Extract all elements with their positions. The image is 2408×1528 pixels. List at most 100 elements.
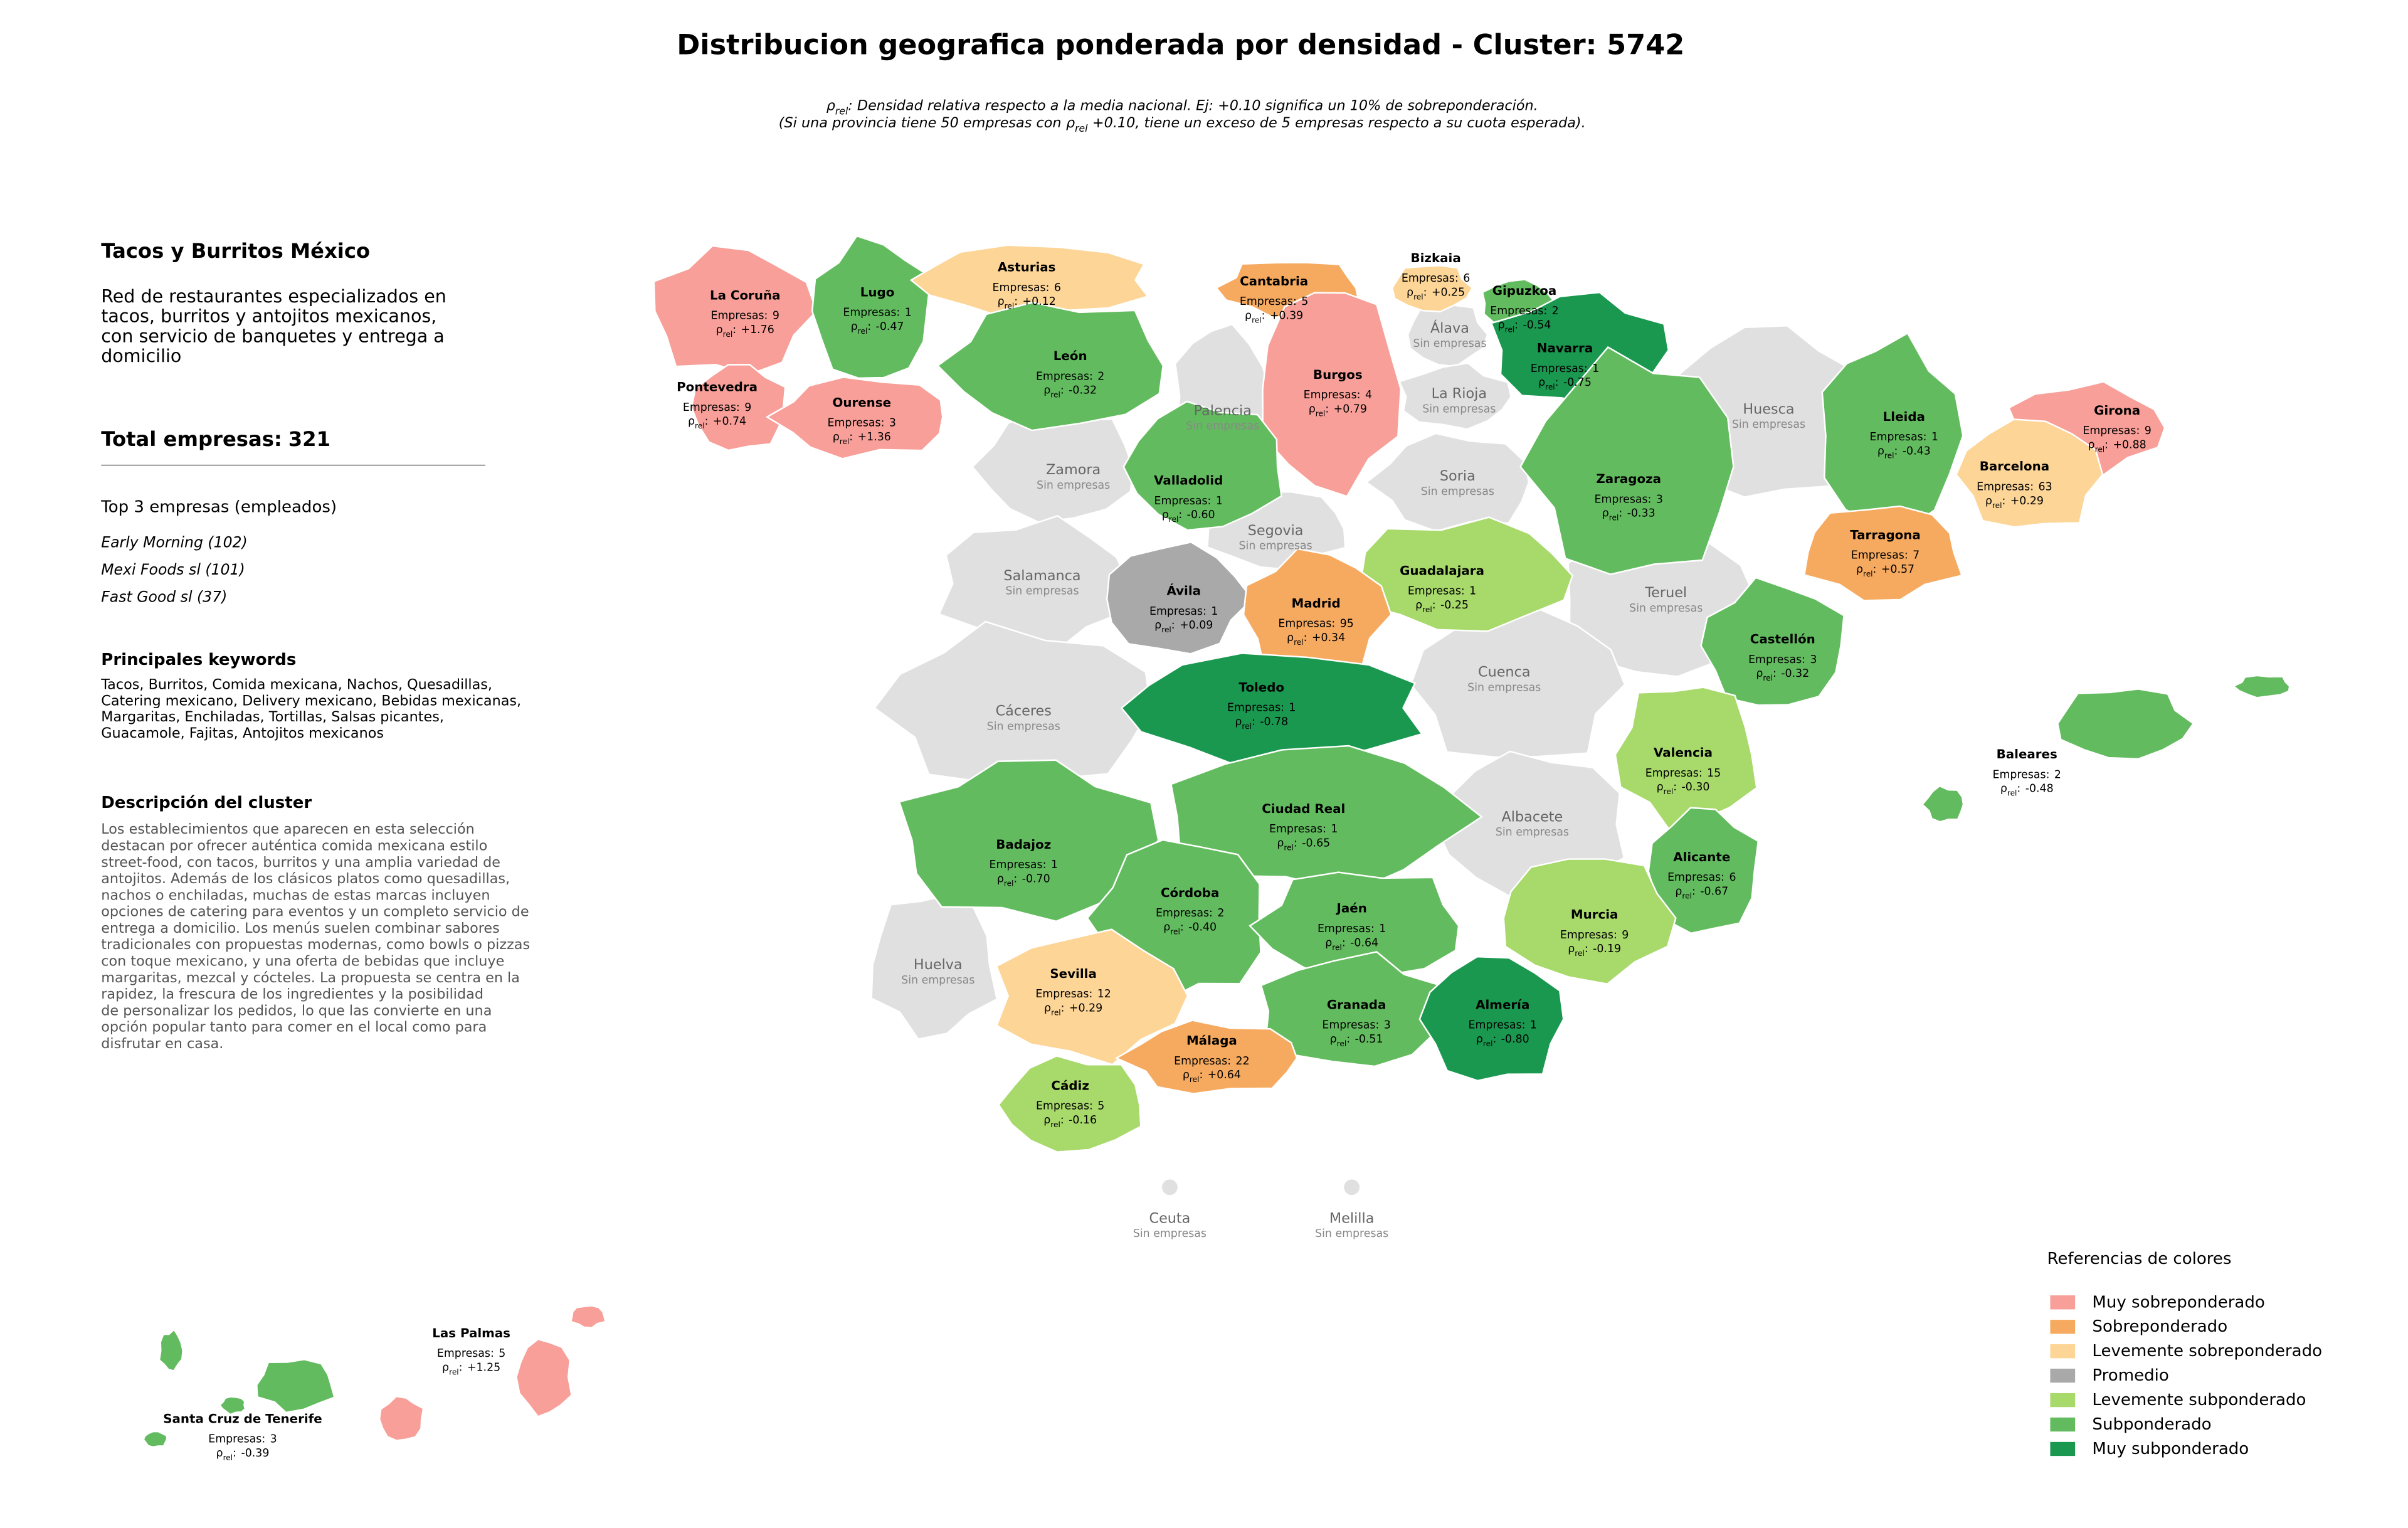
province-shape — [1162, 1179, 1178, 1196]
province-empresas: Empresas: 5 — [437, 1347, 505, 1360]
province-empresas-part: Empresas: — [1870, 431, 1927, 443]
province-empresas-part: 6 — [1463, 272, 1470, 285]
province-rho-part: : — [1619, 507, 1622, 520]
province-name: Salamanca — [1003, 567, 1080, 583]
province-name-part: Cádiz — [1051, 1078, 1089, 1093]
province-empresas-part: Empresas: — [1469, 1019, 1526, 1032]
province-name: Valencia — [1654, 745, 1713, 760]
province-rho-part: rel — [1884, 451, 1894, 460]
province-rho-part: rel — [1609, 513, 1619, 522]
province-empresas-part: Empresas: — [1318, 923, 1375, 935]
province-empresas: Empresas: 12 — [1035, 988, 1111, 1000]
province-rho-part: : — [1342, 936, 1346, 949]
cluster-line-part: opción popular tanto para comer en el lo… — [101, 1019, 487, 1035]
province-empresas: Empresas: 4 — [1304, 389, 1372, 401]
province-rho-part: -0.33 — [1627, 507, 1656, 520]
province-empresas-part: 3 — [889, 417, 896, 430]
province-rho: ρrel: +0.25 — [1407, 286, 1465, 300]
province-rho: ρrel: +0.29 — [1044, 1002, 1102, 1017]
cluster-line-part: opciones de catering para eventos y un c… — [101, 903, 529, 920]
province-name-part: Pontevedra — [677, 379, 758, 394]
subtitle-part: +0.10, tiene un exceso de 5 empresas res… — [1092, 114, 1586, 130]
province-empresas: Empresas: 1 — [843, 307, 911, 319]
province-name-part: Lleida — [1883, 409, 1925, 423]
province-status-part: Sin empresas — [1629, 602, 1703, 615]
legend-entry: Subponderado — [2092, 1415, 2211, 1434]
province-status: Sin empresas — [1496, 826, 1569, 839]
province-name: Palencia — [1194, 402, 1252, 418]
cluster-line-part: destacan por ofrecer auténtica comida me… — [101, 837, 487, 854]
province-shape — [1502, 858, 1677, 985]
province-rho-part: -0.78 — [1260, 716, 1288, 728]
province-name-part: Alicante — [1673, 849, 1730, 864]
province-empresas-part: Empresas: — [1490, 305, 1547, 317]
province-name: Asturias — [998, 260, 1056, 274]
province-rho-part: ρ — [1163, 921, 1170, 933]
cluster-line-part: entrega a domicilio. Los menús suelen co… — [101, 920, 500, 936]
province-empresas: Empresas: 9 — [2083, 425, 2151, 437]
description-line-part: domicilio — [101, 346, 181, 366]
province-status: Sin empresas — [987, 720, 1060, 733]
province-empresas-part: 5 — [1301, 295, 1308, 308]
province-status: Sin empresas — [1315, 1228, 1388, 1240]
province-empresas: Empresas: 3 — [1748, 654, 1817, 666]
province-rho-part: : — [1514, 319, 1518, 331]
province-rho-part: ρ — [1309, 403, 1316, 415]
subtitle-part: rel — [835, 105, 848, 117]
province-rho-part: ρ — [2088, 438, 2095, 451]
province-empresas-part: Empresas: — [1531, 363, 1588, 375]
province-name: Albacete — [1502, 809, 1563, 825]
province-name-part: Álava — [1430, 319, 1469, 336]
province-name-part: León — [1054, 349, 1087, 363]
province-rho-part: : — [1692, 885, 1696, 898]
province-rho-part: ρ — [2000, 783, 2007, 795]
province-rho: ρrel: -0.32 — [1756, 667, 1809, 682]
province-rho: ρrel: -0.19 — [1568, 943, 1621, 958]
province-name-part: Guadalajara — [1400, 563, 1484, 578]
province-name: Tarragona — [1850, 528, 1921, 542]
province-shape — [1260, 951, 1451, 1068]
province-empresas-part: 9 — [1622, 929, 1629, 942]
province-empresas: Empresas: 9 — [1560, 929, 1629, 942]
province-rho-part: : — [732, 324, 736, 336]
province-rho-part: +0.29 — [2010, 495, 2044, 507]
province-rho-part: rel — [695, 422, 705, 430]
province-name-part: Granada — [1327, 997, 1386, 1012]
province-rho-part: ρ — [1568, 943, 1575, 955]
cluster-line: Los establecimientos que aparecen en est… — [101, 821, 475, 837]
province-rho: ρrel: +0.34 — [1287, 632, 1345, 646]
province-empresas: Empresas: 1 — [1154, 495, 1222, 507]
province-shape — [811, 235, 932, 379]
cluster-line: rapidez, la frescura de los ingredientes… — [101, 986, 483, 1002]
province-rho-part: -0.32 — [1781, 667, 1809, 680]
province-empresas-part: 3 — [1384, 1019, 1391, 1032]
province-rho: ρrel: -0.48 — [2000, 783, 2054, 798]
province-status-part: Sin empresas — [1496, 826, 1569, 839]
province-rho-part: rel — [1413, 292, 1423, 301]
brand-part: Tacos y Burritos México — [101, 239, 370, 263]
province-name: Alicante — [1673, 849, 1730, 864]
subtitle: ρrel: Densidad relativa respecto a la me… — [826, 97, 1538, 117]
province-status-part: Sin empresas — [1186, 420, 1259, 433]
cluster-line-part: margaritas, mezcal y cócteles. La propue… — [101, 969, 520, 985]
province-rho-part: : — [1014, 295, 1018, 308]
province-rho-part: rel — [1863, 569, 1873, 578]
province-empresas-part: Empresas: — [1035, 988, 1092, 1000]
subtitle-part: rel — [1075, 122, 1088, 134]
province-empresas: Empresas: 3 — [1595, 493, 1663, 506]
province-rho-part: +0.74 — [713, 415, 746, 428]
province-rho-part: rel — [1763, 674, 1773, 682]
province-empresas-part: 1 — [1592, 363, 1599, 375]
province-name-part: Cantabria — [1240, 274, 1308, 289]
province-rho-part: : — [1013, 873, 1017, 886]
legend-swatch — [2050, 1368, 2076, 1383]
legend-entry-part: Sobreponderado — [2092, 1317, 2227, 1336]
province-empresas-part: Empresas: — [1304, 389, 1361, 401]
province-status-part: Sin empresas — [1732, 418, 1805, 431]
total-part: Total empresas: — [101, 427, 282, 451]
cluster-line: opciones de catering para eventos y un c… — [101, 903, 529, 920]
province-empresas: Empresas: 6 — [1667, 871, 1736, 884]
province-name-part: Soria — [1440, 468, 1476, 484]
province-rho-part: rel — [1242, 722, 1252, 731]
province-rho-part: : — [1432, 599, 1436, 612]
